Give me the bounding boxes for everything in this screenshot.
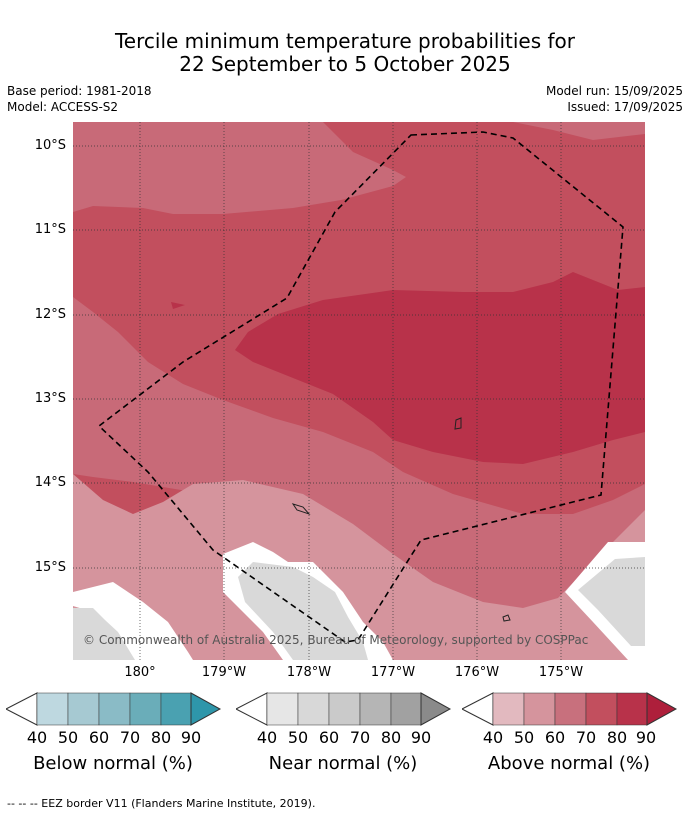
eez-footnote: -- -- -- EEZ border V11 (Flanders Marine…	[7, 797, 316, 810]
region-above-60-top-right	[513, 122, 645, 140]
chart-title: Tercile minimum temperature probabilitie…	[0, 30, 690, 76]
cb1-tick-90: 90	[180, 728, 202, 747]
region-above-60-left	[73, 297, 645, 622]
lat-label-11s: 11°S	[34, 222, 66, 237]
model-name: Model: ACCESS-S2	[7, 100, 119, 114]
cb2-tick-60: 60	[318, 728, 340, 747]
copyright-notice: © Commonwealth of Australia 2025, Bureau…	[83, 633, 589, 647]
island	[454, 417, 462, 430]
title-line-1: Tercile minimum temperature probabilitie…	[114, 29, 576, 53]
near-normal-right	[578, 557, 645, 646]
cb1-tick-80: 80	[150, 728, 172, 747]
cb1-tick-70: 70	[119, 728, 141, 747]
lat-label-10s: 10°S	[34, 138, 66, 153]
cb2-tick-90: 90	[410, 728, 432, 747]
island-2	[291, 503, 311, 516]
cb3-title: Above normal (%)	[487, 753, 651, 774]
cb2-title: Near normal (%)	[268, 753, 418, 774]
white-band-left	[73, 582, 193, 660]
cb3-tick-40: 40	[482, 728, 504, 747]
base-period: Base period: 1981-2018	[7, 84, 152, 98]
cb2-tick-40: 40	[256, 728, 278, 747]
small-patch	[171, 302, 185, 309]
model-run: Model run: 15/09/2025	[545, 84, 683, 98]
gridlines	[73, 122, 645, 660]
cb1-tick-40: 40	[26, 728, 48, 747]
issued-date: Issued: 17/09/2025	[567, 100, 683, 114]
meta-left: Base period: 1981-2018 Model: ACCESS-S2	[7, 83, 152, 115]
colorbar-near-normal	[236, 692, 452, 726]
map-svg[interactable]	[73, 122, 645, 660]
lat-label-12s: 12°S	[34, 307, 66, 322]
island-3	[502, 614, 511, 622]
cb2-tick-50: 50	[287, 728, 309, 747]
region-above-80	[235, 272, 645, 464]
cb1-title: Below normal (%)	[33, 753, 193, 774]
lon-label-179w: 179°W	[201, 665, 247, 680]
cb2-tick-80: 80	[380, 728, 402, 747]
colorbar-below-normal	[6, 692, 222, 726]
cb1-tick-50: 50	[57, 728, 79, 747]
meta-right: Model run: 15/09/2025 Issued: 17/09/2025	[546, 83, 683, 115]
region-above-60-top	[73, 122, 406, 214]
cb1-tick-60: 60	[88, 728, 110, 747]
lon-label-177w: 177°W	[370, 665, 416, 680]
lon-label-180: 180°	[124, 665, 156, 680]
region-above-50	[73, 474, 645, 660]
colorbar-above-normal	[462, 692, 678, 726]
cb3-tick-90: 90	[635, 728, 657, 747]
lon-label-176w: 176°W	[454, 665, 500, 680]
lon-label-178w: 178°W	[286, 665, 332, 680]
lat-label-15s: 15°S	[34, 560, 66, 575]
cb3-tick-60: 60	[544, 728, 566, 747]
cb3-tick-80: 80	[606, 728, 628, 747]
cb3-tick-50: 50	[513, 728, 535, 747]
near-normal-left	[73, 608, 135, 660]
lat-label-13s: 13°S	[34, 391, 66, 406]
map-panel[interactable]	[73, 122, 645, 660]
lon-label-175w: 175°W	[538, 665, 584, 680]
title-line-2: 22 September to 5 October 2025	[179, 52, 511, 76]
lat-label-14s: 14°S	[34, 475, 66, 490]
cb2-tick-70: 70	[349, 728, 371, 747]
cb3-tick-70: 70	[575, 728, 597, 747]
